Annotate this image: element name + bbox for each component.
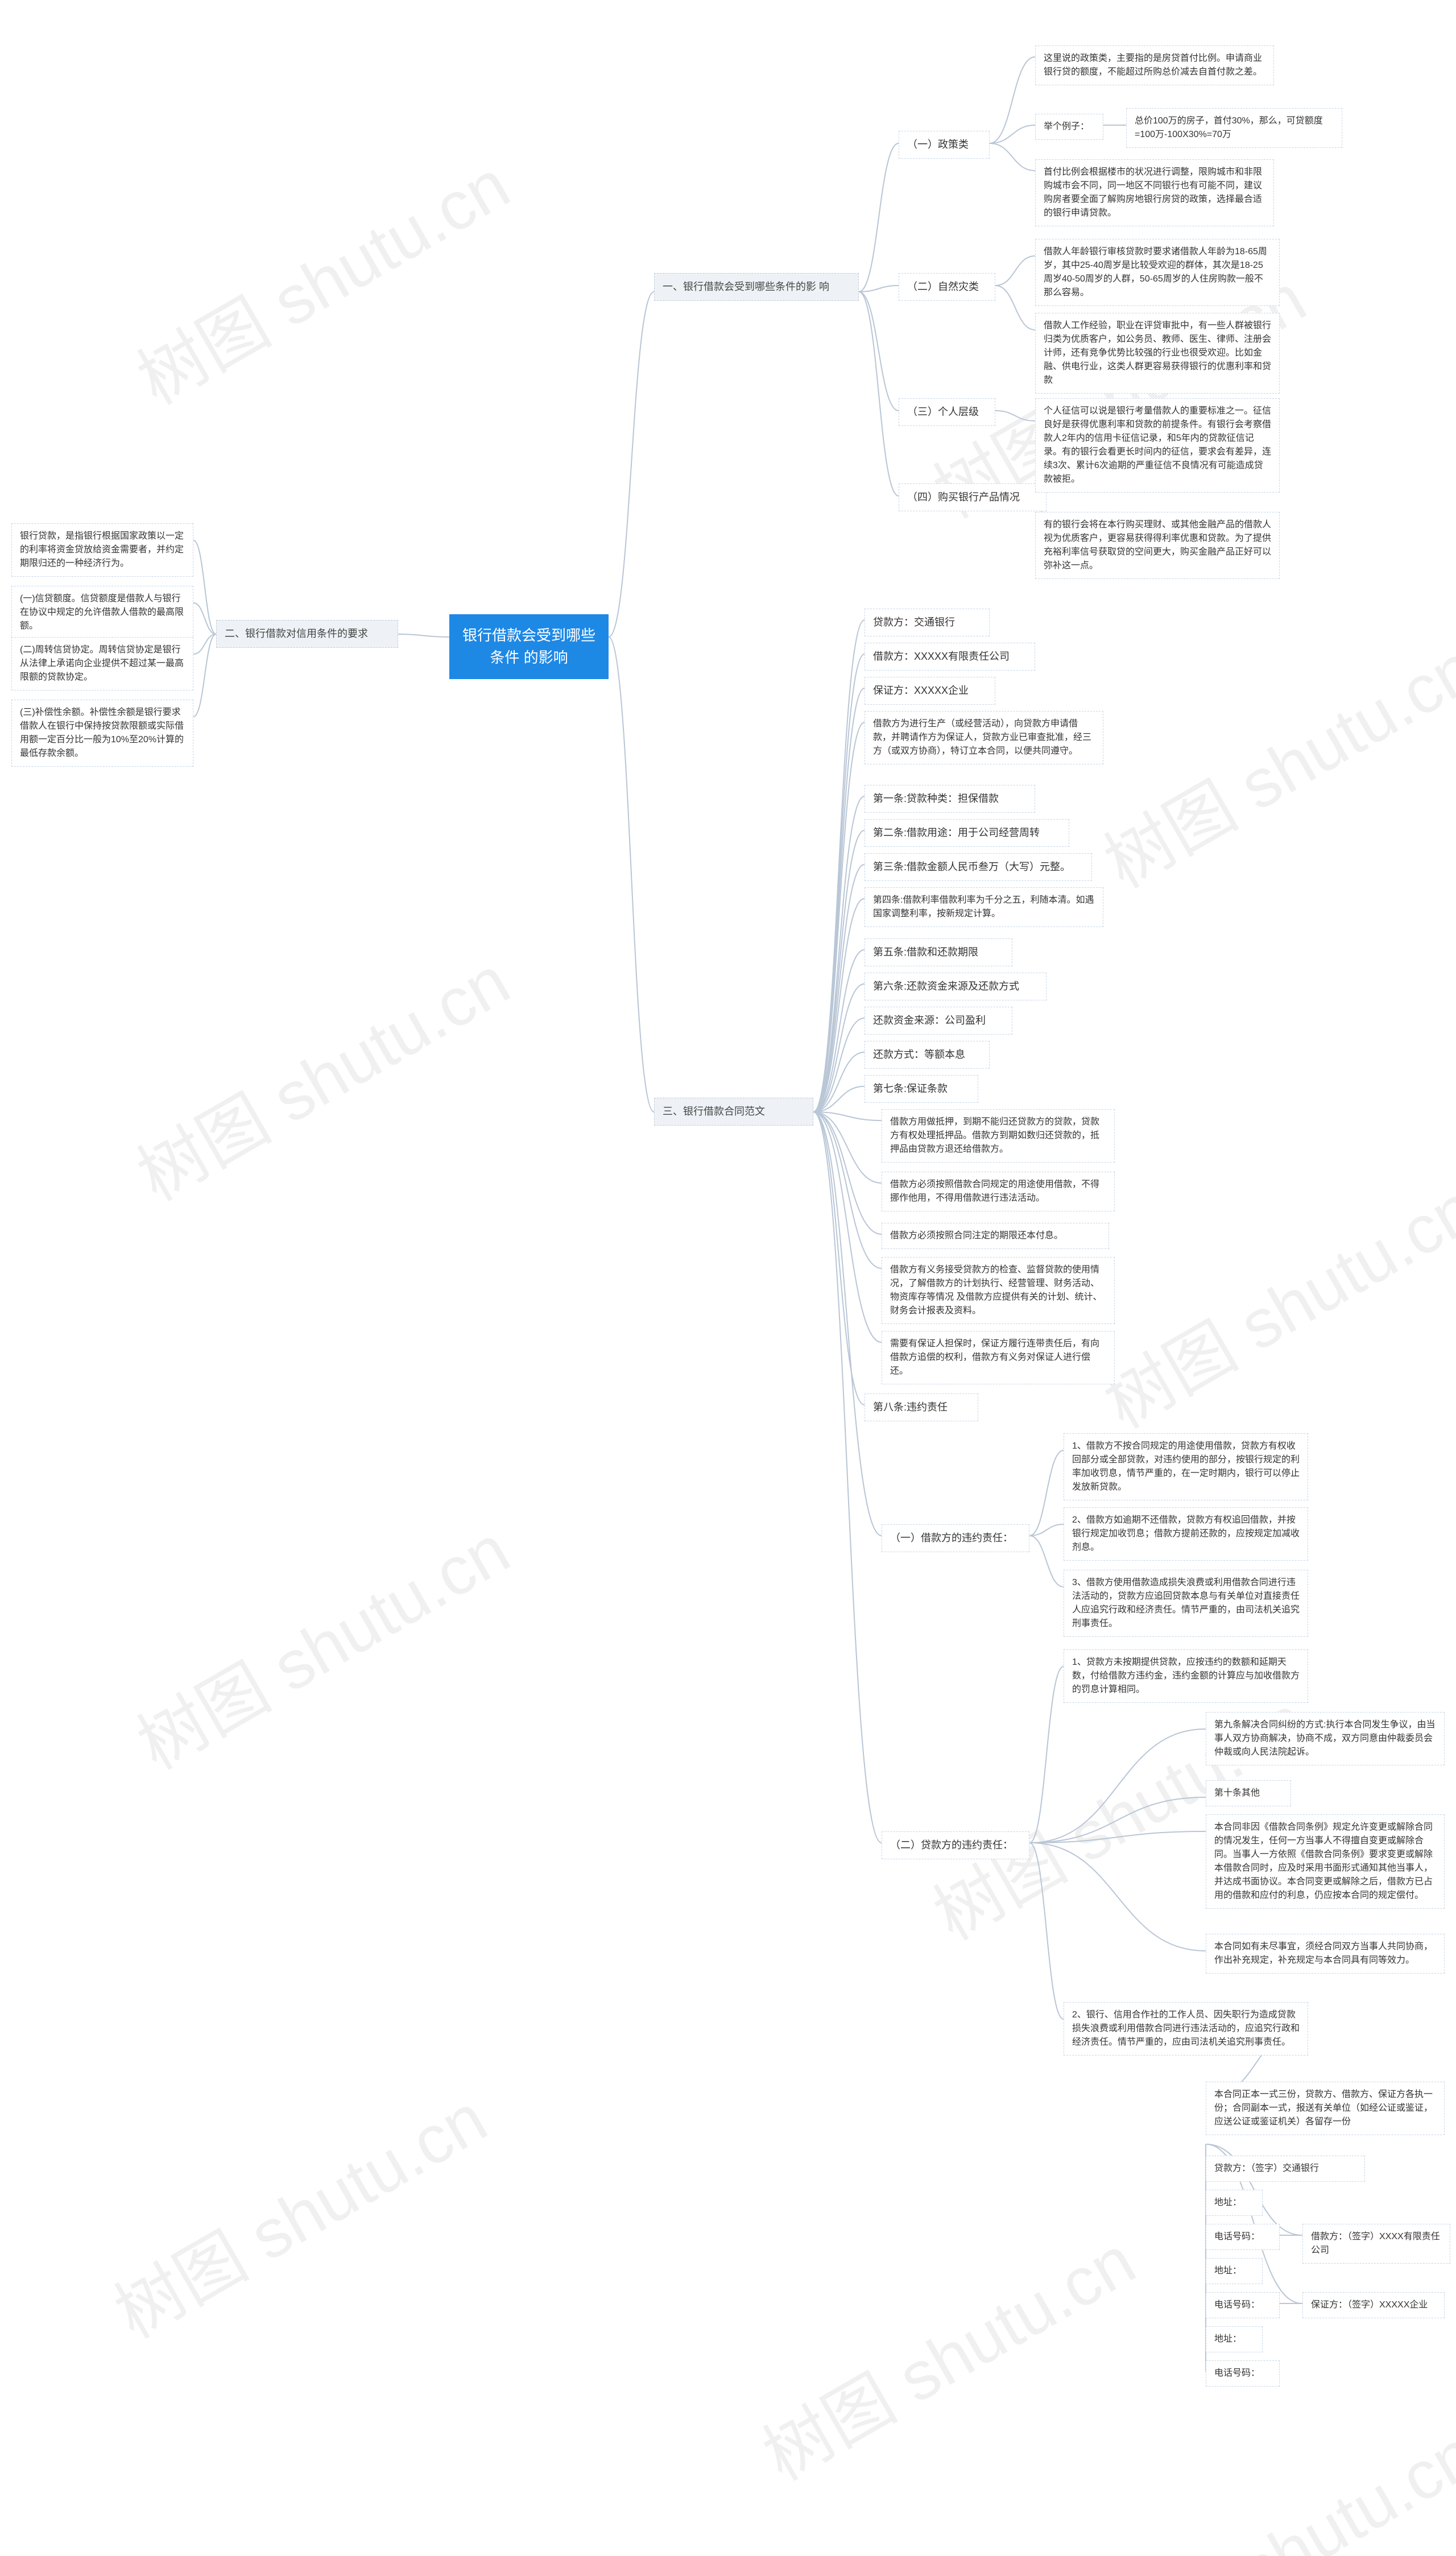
mindmap-node: 借款人工作经验，职业在评贷审批中，有一些人群被银行归类为优质客户，如公务员、教师… (1035, 313, 1280, 394)
mindmap-node: 本合同正本一式三份，贷款方、借款方、保证方各执一份；合同副本一式，报送有关单位（… (1206, 2082, 1445, 2135)
watermark: 树图 shutu.cn (117, 1496, 524, 1788)
mindmap-node: 本合同非因《借款合同条例》规定允许变更或解除合同的情况发生，任何一方当事人不得擅… (1206, 1814, 1445, 1909)
mindmap-node: （二）贷款方的违约责任： (882, 1831, 1029, 1859)
mindmap-node: （二）自然灾类 (899, 273, 995, 301)
mindmap-node: （一）借款方的违约责任： (882, 1524, 1029, 1552)
mindmap-node: 二、银行借款对信用条件的要求 (216, 620, 398, 648)
mindmap-node: 这里说的政策类，主要指的是房贷首付比例。申请商业银行贷的额度，不能超过所购总价减… (1035, 46, 1274, 85)
mindmap-node: 1、借款方不按合同规定的用途使用借款，贷款方有权收回部分或全部贷款，对违约使用的… (1064, 1433, 1308, 1500)
mindmap-node: 保证方：（签字）XXXXX企业 (1302, 2292, 1445, 2318)
watermark: 树图 shutu.cn (1083, 2400, 1456, 2556)
mindmap-node: 第七条:保证条款 (864, 1075, 978, 1103)
mindmap-node: 保证方：XXXXX企业 (864, 677, 995, 705)
root-node: 银行借款会受到哪些条件 的影响 (449, 614, 609, 679)
mindmap-node: 总价100万的房子，首付30%，那么，可贷额度=100万-100X30%=70万 (1126, 108, 1342, 148)
mindmap-node: 借款方必须按照借款合同规定的用途使用借款，不得挪作他用，不得用借款进行违法活动。 (882, 1172, 1115, 1211)
mindmap-node: 第六条:还款资金来源及还款方式 (864, 973, 1046, 1000)
watermark: 树图 shutu.cn (94, 2065, 502, 2357)
mindmap-node: 贷款方：交通银行 (864, 609, 990, 636)
watermark: 树图 shutu.cn (913, 1666, 1321, 1959)
mindmap-node: 本合同如有未尽事宜，须经合同双方当事人共同协商，作出补充规定，补充规定与本合同具… (1206, 1934, 1445, 1974)
mindmap-node: 第五条:借款和还款期限 (864, 938, 1012, 966)
mindmap-node: 借款方必须按照合同注定的期限还本付息。 (882, 1223, 1109, 1249)
watermark: 树图 shutu.cn (1083, 614, 1456, 907)
mindmap-node: 地址： (1206, 2326, 1263, 2352)
mindmap-node: 借款方有义务接受贷款方的检查、监督贷款的使用情况，了解借款方的计划执行、经营管理… (882, 1257, 1115, 1324)
mindmap-node: 借款方为进行生产（或经营活动），向贷款方申请借款，并聘请作方为保证人，贷款方业已… (864, 711, 1103, 764)
mindmap-node: (三)补偿性余额。补偿性余额是银行要求借款人在银行中保持按贷款限额或实际借用额一… (11, 700, 193, 767)
mindmap-node: 电话号码： (1206, 2360, 1280, 2387)
mindmap-node: (一)信贷额度。信贷额度是借款人与银行在协议中规定的允许借款人借款的最高限额。 (11, 586, 193, 639)
mindmap-node: （四）购买银行产品情况 (899, 483, 1046, 511)
mindmap-node: 需要有保证人担保时，保证方履行连带责任后，有向借款方追偿的权利，借款方有义务对保… (882, 1331, 1115, 1384)
mindmap-node: （一）政策类 (899, 131, 990, 159)
mindmap-node: 第三条:借款金额人民币叁万（大写）元整。 (864, 853, 1092, 881)
watermark: 树图 shutu.cn (117, 927, 524, 1219)
mindmap-node: (二)周转信贷协定。周转信贷协定是银行从法律上承诺向企业提供不超过某一最高限额的… (11, 637, 193, 690)
mindmap-node: 第八条:违约责任 (864, 1393, 978, 1421)
mindmap-node: 一、银行借款会受到哪些条件的影 响 (654, 273, 859, 301)
mindmap-node: 电话号码： (1206, 2292, 1280, 2318)
mindmap-node: 2、借款方如逾期不还借款，贷款方有权追回借款，并按银行规定加收罚息；借款方提前还… (1064, 1507, 1308, 1561)
mindmap-node: 第四条:借款利率借款利率为千分之五，利随本清。如遇国家调整利率，按新规定计算。 (864, 887, 1103, 927)
mindmap-node: （三）个人层级 (899, 398, 995, 426)
mindmap-node: 首付比例会根据楼市的状况进行调整，限购城市和非限购城市会不同，同一地区不同银行也… (1035, 159, 1274, 226)
mindmap-node: 3、借款方使用借款造成损失浪费或利用借款合同进行违法活动的，贷款方应追回贷款本息… (1064, 1570, 1308, 1637)
watermark: 树图 shutu.cn (1083, 1155, 1456, 1447)
mindmap-node: 第十条其他 (1206, 1780, 1291, 1806)
mindmap-node: 地址： (1206, 2258, 1263, 2284)
mindmap-node: 地址： (1206, 2190, 1263, 2216)
mindmap-node: 三、银行借款合同范文 (654, 1098, 813, 1126)
mindmap-node: 有的银行会将在本行购买理财、或其他金融产品的借款人视为优质客户，更容易获得得利率… (1035, 512, 1280, 579)
mindmap-node: 1、贷款方未按期提供贷款，应按违约的数额和延期天数，付给借款方违约金，违约金额的… (1064, 1649, 1308, 1703)
mindmap-node: 借款方用做抵押，到期不能归还贷款方的贷款，贷款方有权处理抵押品。借款方到期如数归… (882, 1109, 1115, 1163)
mindmap-node: 借款方：（签字）XXXX有限责任公司 (1302, 2224, 1450, 2264)
mindmap-node: 第二条:借款用途：用于公司经营周转 (864, 819, 1069, 847)
mindmap-node: 银行贷款，是指银行根据国家政策以一定的利率将资金贷放给资金需要者，并约定期限归还… (11, 523, 193, 577)
mindmap-node: 第一条:贷款种类：担保借款 (864, 785, 1035, 813)
watermark: 树图 shutu.cn (117, 131, 524, 423)
mindmap-node: 借款人年龄银行审核贷款时要求诸借款人年龄为18-65周岁，其中25-40周岁是比… (1035, 239, 1280, 306)
mindmap-node: 举个例子： (1035, 114, 1103, 140)
mindmap-node: 还款资金来源：公司盈利 (864, 1007, 1012, 1035)
mindmap-node: 借款方：XXXXX有限责任公司 (864, 643, 1035, 671)
watermark: 树图 shutu.cn (742, 2207, 1150, 2499)
mindmap-node: 2、银行、信用合作社的工作人员、因失职行为造成贷款损失浪费或利用借款合同进行违法… (1064, 2002, 1308, 2055)
mindmap-node: 第九条解决合同纠纷的方式:执行本合同发生争议，由当事人双方协商解决，协商不成，双… (1206, 1712, 1445, 1765)
mindmap-node: 个人征信可以说是银行考量借款人的重要标准之一。征信良好是获得优惠利率和贷款的前提… (1035, 398, 1280, 493)
mindmap-node: 贷款方：（签字）交通银行 (1206, 2156, 1365, 2182)
mindmap-node: 电话号码： (1206, 2224, 1280, 2250)
mindmap-node: 还款方式：等额本息 (864, 1041, 990, 1069)
